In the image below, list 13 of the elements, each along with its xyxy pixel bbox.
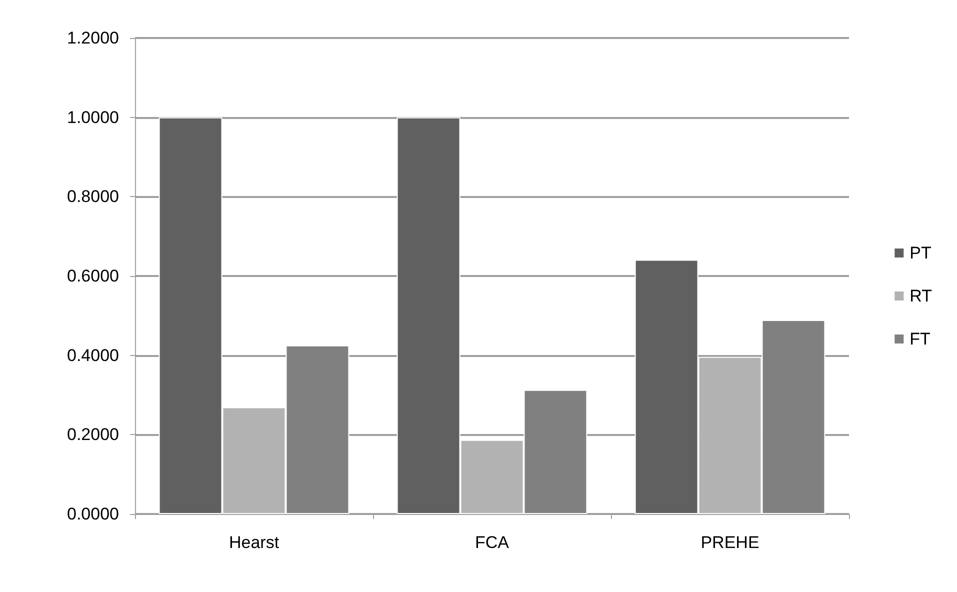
x-tick-label: FCA [475, 533, 510, 552]
legend-label: FT [910, 330, 930, 348]
legend-label: PT [910, 244, 932, 262]
y-tick-label: 1.2000 [67, 28, 119, 48]
y-tick-label: 0.2000 [67, 425, 119, 444]
y-tick-label: 0.6000 [67, 266, 119, 286]
x-tick-label: PREHE [700, 533, 760, 552]
legend-label: RT [910, 286, 932, 306]
y-tick-label: 0.4000 [67, 346, 119, 365]
y-tick-label: 0.0000 [67, 504, 119, 524]
x-tick-label: Hearst [228, 533, 280, 552]
y-tick-label: 1.0000 [67, 108, 119, 127]
y-tick-label: 0.8000 [67, 187, 119, 206]
